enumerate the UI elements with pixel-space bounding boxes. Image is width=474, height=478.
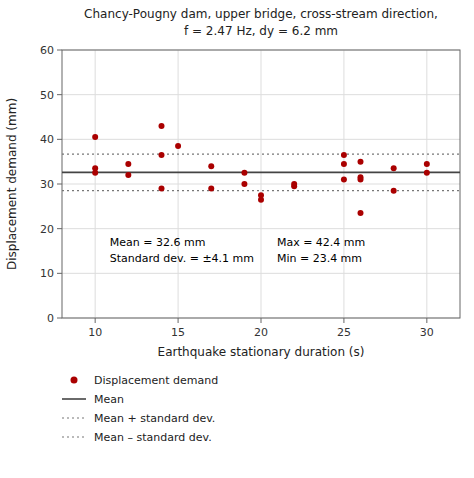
point [125,161,131,167]
point [341,177,347,183]
point [125,172,131,178]
x-axis-label: Earthquake stationary duration (s) [158,345,365,359]
tick-label: 30 [420,326,434,339]
point [175,143,181,149]
tick-label: 15 [171,326,185,339]
reference-line [62,153,460,154]
marks [62,123,460,216]
tick-label: 10 [88,326,102,339]
tick-label: 20 [40,223,54,236]
tick [343,318,344,323]
point [241,181,247,187]
legend: Displacement demand Mean Mean + standard d… [62,374,218,444]
point [358,210,364,216]
point [391,165,397,171]
annotation: Max = 42.4 mm [277,236,365,249]
tick-label: 40 [40,133,54,146]
tick [95,318,96,323]
tick-label: 0 [47,312,54,325]
point [159,185,165,191]
annotations: Mean = 32.6 mm Standard dev. = ±4.1 mm Max… [110,236,366,265]
point [208,163,214,169]
tick [57,318,62,319]
tick-label: 50 [40,89,54,102]
subtitle: f = 2.47 Hz, dy = 6.2 mm [184,24,338,38]
tick-label: 60 [40,44,54,57]
annotation: Mean = 32.6 mm [110,236,206,249]
point [391,188,397,194]
tick-label: 10 [40,267,54,280]
title: Chancy-Pougny dam, upper bridge, cross-s… [84,7,438,21]
point [341,152,347,158]
axes: 10 15 20 25 30 0 10 20 30 40 50 60 [40,44,460,339]
legend-symbol [62,436,86,437]
point [424,170,430,176]
point [341,161,347,167]
tick [57,184,62,185]
plot-frame [62,50,460,318]
grid [62,50,460,318]
tick-label: 20 [254,326,268,339]
point [159,123,165,129]
grid-line [62,139,460,140]
grid-line [62,94,460,95]
legend-label: Displacement demand [94,374,218,387]
point [358,177,364,183]
reference-line [62,172,460,174]
tick [57,273,62,274]
point [258,197,264,203]
tick [261,318,262,323]
tick [57,50,62,51]
tick [57,228,62,229]
y-axis-label: Displacement demand (mm) [5,98,19,270]
point [358,159,364,165]
point [424,161,430,167]
point [291,183,297,189]
point [92,134,98,140]
point [208,185,214,191]
point [92,170,98,176]
tick [426,318,427,323]
tick [178,318,179,323]
legend-symbol [71,377,78,384]
reference-line [62,190,460,191]
grid-line [62,273,460,274]
legend-label: Mean + standard dev. [94,412,215,425]
tick-label: 25 [337,326,351,339]
legend-symbol [62,398,86,400]
annotation: Standard dev. = ±4.1 mm [110,252,254,265]
legend-symbol [62,417,86,418]
tick [57,139,62,140]
legend-label: Mean – standard dev. [94,431,212,444]
point [241,170,247,176]
tick-label: 30 [40,178,54,191]
tick [57,94,62,95]
grid-line [62,228,460,229]
annotation: Min = 23.4 mm [277,252,362,265]
legend-label: Mean [94,393,124,406]
chart: Chancy-Pougny dam, upper bridge, cross-s… [0,0,474,478]
point [159,152,165,158]
grid-line [62,184,460,185]
